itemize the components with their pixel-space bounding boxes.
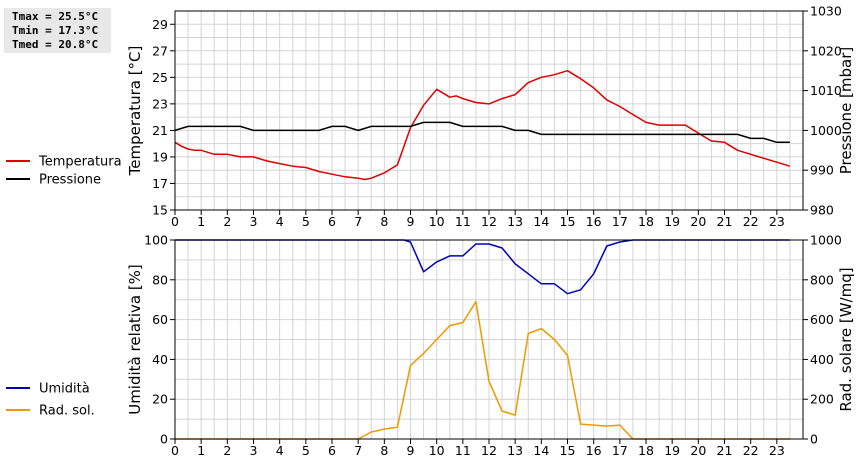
bottom-chart-panel: 0 1 2 3 4 5 6 7 8 9 10 11 12 13 14 15 16 17 18 19 20 21 22 2302… xyxy=(6,233,855,458)
x-tick-label: 7 xyxy=(354,214,362,229)
x-tick-label: 1 xyxy=(197,214,205,229)
x-tick-label: 21 xyxy=(717,214,733,229)
stats-box: Tmax = 25.5°C Tmin = 17.3°C Tmed = 20.8°… xyxy=(4,8,111,53)
legend-label: Rad. sol. xyxy=(39,404,95,419)
series-line-temperatura xyxy=(174,69,791,181)
x-tick-label: 19 xyxy=(664,214,680,229)
x-tick-label: 14 xyxy=(533,214,549,229)
tmin-readout: Tmin = 17.3°C xyxy=(12,24,99,37)
y-right-tick-label: 400 xyxy=(810,352,834,367)
series-line-pressione xyxy=(174,121,790,144)
y-left-tick-label: 60 xyxy=(152,312,168,327)
y-left-axis-title: Umidità relativa [%] xyxy=(126,264,144,415)
y-left-tick-label: 23 xyxy=(152,96,168,111)
y-right-tick-label: 0 xyxy=(810,432,818,447)
y-left-tick-label: 27 xyxy=(152,43,168,58)
x-tick-label: 5 xyxy=(302,443,310,458)
y-left-tick-label: 40 xyxy=(152,352,168,367)
top-chart-panel: 0 1 2 3 4 5 6 7 8 9 10 11 12 13 14 15 16 17 18 19 20 21 22 2315… xyxy=(6,4,855,229)
x-tick-label: 12 xyxy=(481,214,497,229)
x-tick-label: 12 xyxy=(481,443,497,458)
x-tick-label: 9 xyxy=(407,214,415,229)
y-left-tick-label: 21 xyxy=(152,123,168,138)
x-tick-label: 20 xyxy=(690,443,706,458)
x-tick-label: 4 xyxy=(276,214,284,229)
y-left-axis-title: Temperatura [°C] xyxy=(126,46,144,177)
x-tick-label: 18 xyxy=(638,214,654,229)
x-tick-label: 3 xyxy=(250,443,258,458)
y-left-tick-label: 17 xyxy=(152,176,168,191)
y-right-tick-label: 800 xyxy=(810,272,834,287)
x-tick-label: 8 xyxy=(380,214,388,229)
x-tick-label: 9 xyxy=(407,443,415,458)
x-tick-label: 23 xyxy=(769,443,785,458)
x-tick-label: 1 xyxy=(197,443,205,458)
x-tick-label: 2 xyxy=(223,443,231,458)
x-tick-label: 15 xyxy=(560,214,576,229)
tmax-readout: Tmax = 25.5°C xyxy=(12,10,99,23)
x-tick-label: 5 xyxy=(302,214,310,229)
y-right-tick-label: 980 xyxy=(810,203,834,218)
series-line-umidit- xyxy=(175,239,790,295)
x-tick-label: 6 xyxy=(328,443,336,458)
x-tick-label: 0 xyxy=(171,214,179,229)
x-tick-label: 11 xyxy=(455,443,471,458)
tmed-readout: Tmed = 20.8°C xyxy=(12,38,99,51)
y-right-tick-label: 200 xyxy=(810,392,834,407)
x-tick-label: 23 xyxy=(769,214,785,229)
legend-label: Temperatura xyxy=(38,155,122,170)
y-right-tick-label: 1030 xyxy=(810,4,842,19)
y-right-axis-title: Rad. solare [W/mq] xyxy=(837,267,855,411)
y-left-tick-label: 29 xyxy=(152,17,168,32)
x-tick-label: 22 xyxy=(743,443,759,458)
y-left-tick-label: 0 xyxy=(160,432,168,447)
x-tick-label: 3 xyxy=(250,214,258,229)
x-tick-label: 13 xyxy=(507,214,523,229)
series-line-rad-sol- xyxy=(175,300,790,440)
x-tick-label: 0 xyxy=(171,443,179,458)
y-right-tick-label: 1010 xyxy=(810,83,842,98)
x-tick-label: 20 xyxy=(690,214,706,229)
x-tick-label: 14 xyxy=(533,443,549,458)
y-left-tick-label: 20 xyxy=(152,392,168,407)
x-tick-label: 17 xyxy=(612,214,628,229)
x-tick-label: 10 xyxy=(429,214,445,229)
y-right-tick-label: 1000 xyxy=(810,233,842,248)
legend-label: Pressione xyxy=(39,173,101,188)
y-left-tick-label: 100 xyxy=(144,233,168,248)
y-left-tick-label: 25 xyxy=(152,70,168,85)
x-tick-label: 15 xyxy=(560,443,576,458)
x-tick-label: 11 xyxy=(455,214,471,229)
y-right-axis-title: Pressione [mbar] xyxy=(837,47,855,175)
x-tick-label: 4 xyxy=(276,443,284,458)
y-right-tick-label: 1020 xyxy=(810,43,842,58)
x-tick-label: 10 xyxy=(429,443,445,458)
x-tick-label: 8 xyxy=(380,443,388,458)
x-tick-label: 18 xyxy=(638,443,654,458)
x-tick-label: 22 xyxy=(743,214,759,229)
x-tick-label: 19 xyxy=(664,443,680,458)
y-right-tick-label: 990 xyxy=(810,163,834,178)
y-left-tick-label: 15 xyxy=(152,203,168,218)
x-tick-label: 6 xyxy=(328,214,336,229)
y-right-tick-label: 600 xyxy=(810,312,834,327)
x-tick-label: 16 xyxy=(586,214,602,229)
y-left-tick-label: 19 xyxy=(152,149,168,164)
legend-label: Umidità xyxy=(39,382,90,397)
x-tick-label: 2 xyxy=(223,214,231,229)
x-tick-label: 7 xyxy=(354,443,362,458)
x-tick-label: 16 xyxy=(586,443,602,458)
x-tick-label: 17 xyxy=(612,443,628,458)
y-left-tick-label: 80 xyxy=(152,272,168,287)
x-tick-label: 21 xyxy=(717,443,733,458)
y-right-tick-label: 1000 xyxy=(810,123,842,138)
x-tick-label: 13 xyxy=(507,443,523,458)
